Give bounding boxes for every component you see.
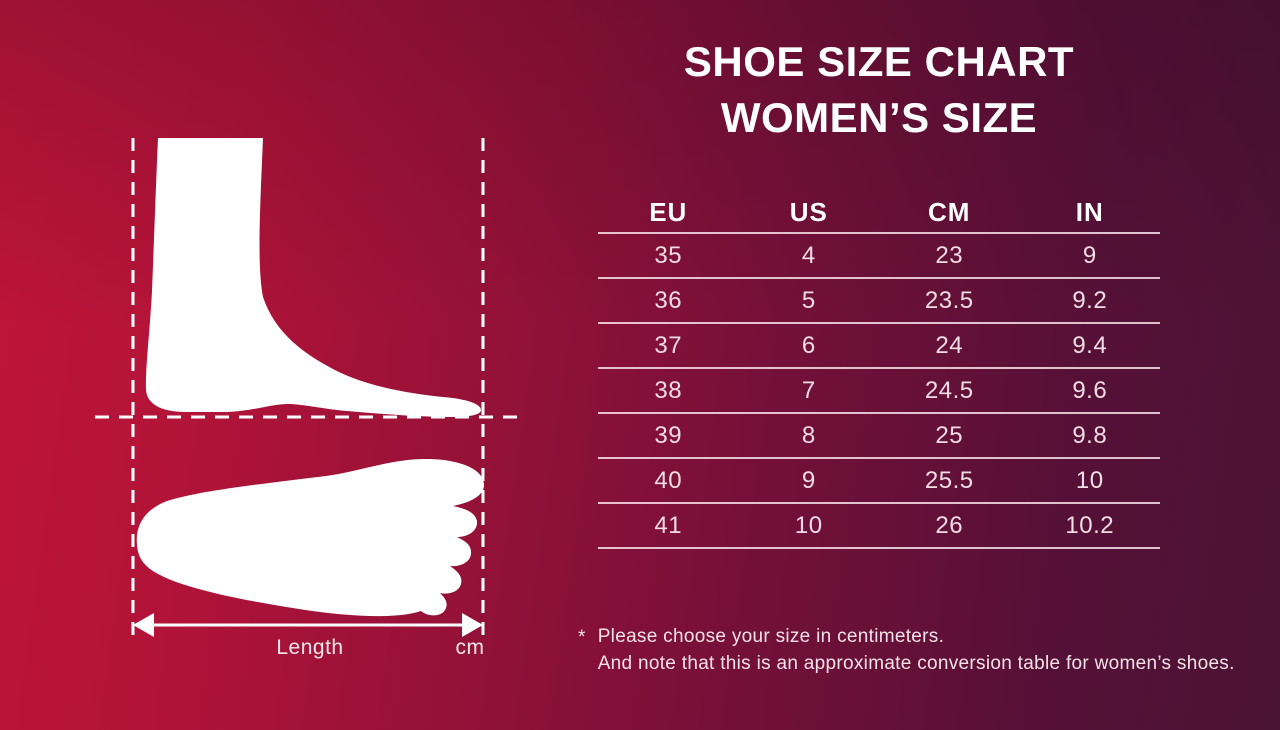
footnote-line1: Please choose your size in centimeters. <box>597 626 945 647</box>
footnote-text: Please choose your size in centimeters. … <box>598 623 1235 677</box>
cell-cm: 25 <box>935 421 964 449</box>
page-title: SHOE SIZE CHART WOMEN’S SIZE <box>598 34 1160 146</box>
cell-cm: 26 <box>935 511 964 539</box>
table-row: 40 9 25.5 10 <box>598 459 1160 504</box>
side-foot-silhouette-icon <box>145 138 481 417</box>
cell-eu: 37 <box>654 331 683 359</box>
cell-cm: 24 <box>935 331 964 359</box>
page-title-line1: SHOE SIZE CHART <box>683 38 1075 85</box>
cell-in: 9.6 <box>1072 376 1108 404</box>
cell-eu: 39 <box>654 421 683 449</box>
table-row: 41 10 26 10.2 <box>598 504 1160 549</box>
column-header-cm: CM <box>928 196 971 227</box>
size-conversion-table: EU US CM IN 35 4 23 9 36 5 23.5 9.2 37 6… <box>598 192 1160 549</box>
asterisk-marker: * <box>578 627 586 648</box>
table-row: 35 4 23 9 <box>598 234 1160 279</box>
page-title-line2: WOMEN’S SIZE <box>720 94 1038 141</box>
footnote: * Please choose your size in centimeters… <box>578 623 1268 677</box>
cell-cm: 24.5 <box>924 376 974 404</box>
unit-label: cm <box>455 636 485 659</box>
cell-in: 9.4 <box>1072 331 1108 359</box>
cell-us: 6 <box>801 331 816 359</box>
cell-eu: 41 <box>654 511 683 539</box>
footnote-line2: And note that this is an approximate con… <box>597 653 1235 674</box>
cell-cm: 25.5 <box>924 466 974 494</box>
length-label: Length <box>276 636 344 659</box>
top-foot-silhouette-icon <box>136 459 485 617</box>
cell-in: 10.2 <box>1065 511 1115 539</box>
cell-us: 5 <box>801 286 816 314</box>
column-header-eu: EU <box>649 196 688 227</box>
table-row: 38 7 24.5 9.6 <box>598 369 1160 414</box>
cell-eu: 35 <box>654 241 683 269</box>
cell-us: 10 <box>794 511 823 539</box>
cell-eu: 36 <box>654 286 683 314</box>
column-header-in: IN <box>1075 196 1104 227</box>
cell-in: 9.2 <box>1072 286 1108 314</box>
cell-us: 9 <box>801 466 816 494</box>
length-arrow <box>133 613 483 637</box>
cell-in: 10 <box>1075 466 1104 494</box>
cell-eu: 38 <box>654 376 683 404</box>
table-row: 36 5 23.5 9.2 <box>598 279 1160 324</box>
cell-in: 9 <box>1082 241 1097 269</box>
table-row: 37 6 24 9.4 <box>598 324 1160 369</box>
cell-us: 8 <box>801 421 816 449</box>
cell-cm: 23 <box>935 241 964 269</box>
table-row: 39 8 25 9.8 <box>598 414 1160 459</box>
cell-us: 4 <box>801 241 816 269</box>
cell-us: 7 <box>801 376 816 404</box>
cell-eu: 40 <box>654 466 683 494</box>
column-header-us: US <box>789 196 828 227</box>
cell-cm: 23.5 <box>924 286 974 314</box>
table-header-row: EU US CM IN <box>598 192 1160 234</box>
cell-in: 9.8 <box>1072 421 1108 449</box>
